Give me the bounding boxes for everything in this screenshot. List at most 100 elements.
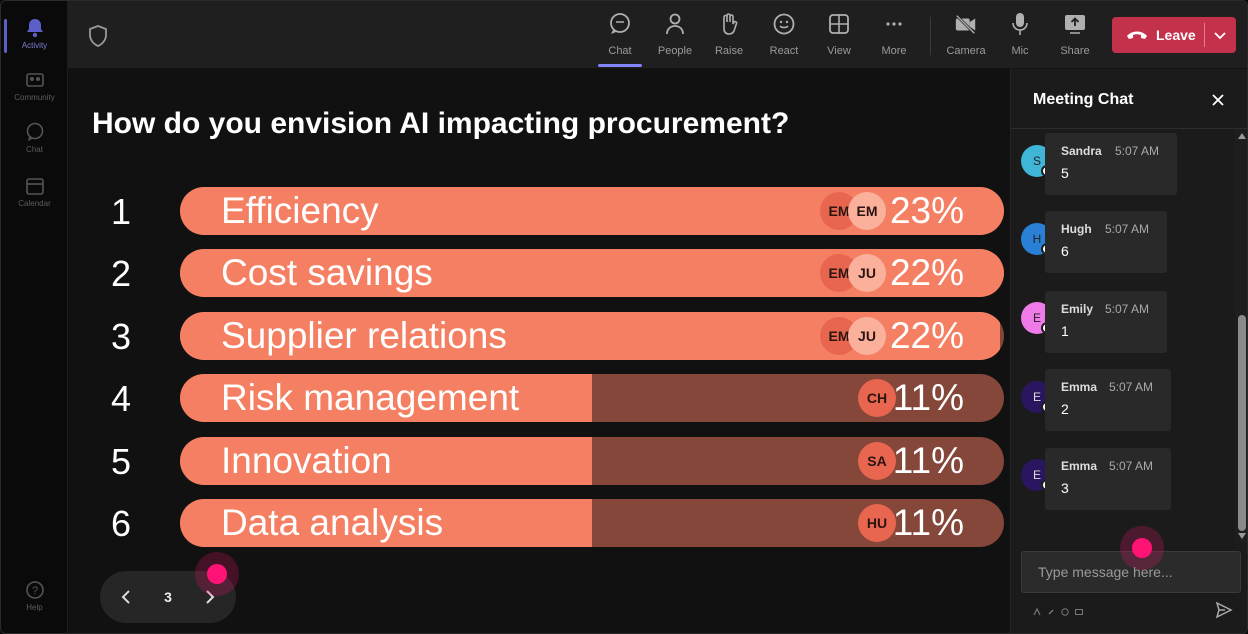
option-label: Innovation	[221, 440, 392, 481]
shield-icon[interactable]	[88, 25, 108, 47]
more-button[interactable]: More	[868, 11, 920, 61]
message-time: 5:07 AM	[1109, 380, 1154, 394]
message-time: 5:07 AM	[1109, 459, 1154, 473]
avatar-initial: E	[1032, 468, 1041, 482]
more-dots-icon	[882, 11, 906, 37]
result-bar: Data analysis HU 11%	[180, 499, 1004, 547]
share-button[interactable]: Share	[1049, 11, 1101, 61]
voter-avatar: JU	[848, 317, 886, 355]
option-number: 2	[110, 253, 132, 294]
pointer-highlight	[1132, 538, 1152, 558]
leave-label: Leave	[1156, 27, 1196, 43]
message-text: 3	[1061, 480, 1069, 496]
community-icon	[25, 70, 45, 90]
chat-button[interactable]: Chat	[594, 11, 646, 67]
voter-avatar: EM	[848, 192, 886, 230]
rail-item-activity[interactable]: Activity	[1, 9, 68, 59]
rail-item-label: Activity	[21, 41, 48, 50]
chat-message: Emma 5:07 AM 3	[1045, 448, 1171, 510]
people-icon	[663, 11, 687, 37]
poll-row: 5 Innovation SA 11%	[68, 437, 1010, 485]
hand-icon	[717, 11, 741, 37]
option-number: 3	[110, 316, 132, 357]
camera-off-icon	[954, 11, 978, 37]
option-label: Efficiency	[221, 190, 379, 231]
option-percentage: 22%	[889, 252, 964, 293]
gif-icon[interactable]	[1075, 603, 1083, 615]
rail-item-community[interactable]: Community	[1, 61, 68, 111]
share-screen-icon	[1063, 11, 1087, 37]
chat-scrollbar[interactable]	[1235, 129, 1247, 543]
format-icon[interactable]	[1033, 603, 1041, 616]
rail-item-label: Community	[14, 93, 55, 102]
poll-row: 2 Cost savings EM JU 22%	[68, 249, 1010, 297]
poll-row: 4 Risk management CH 11%	[68, 374, 1010, 422]
message-text: 5	[1061, 165, 1069, 181]
option-percentage: 11%	[892, 440, 964, 481]
help-icon: ?	[25, 580, 45, 600]
avatar-initial: S	[1032, 154, 1041, 168]
pointer-highlight	[207, 564, 227, 584]
chevron-right-icon[interactable]	[200, 587, 220, 607]
result-bar: Cost savings EM JU 22%	[180, 249, 1004, 297]
close-icon[interactable]	[1209, 91, 1227, 109]
emoji-icon[interactable]	[1061, 603, 1069, 616]
react-label: React	[769, 45, 799, 57]
hang-up-icon	[1126, 28, 1148, 42]
rail-item-help[interactable]: ? Help	[1, 571, 68, 621]
message-text: 6	[1061, 243, 1069, 259]
result-bar: Supplier relations EM JU 22%	[180, 312, 1004, 360]
message-compose-box[interactable]	[1021, 551, 1241, 593]
message-text: 2	[1061, 401, 1069, 417]
sender-name: Hugh	[1061, 222, 1092, 236]
react-button[interactable]: React	[758, 11, 810, 61]
option-number: 4	[110, 378, 132, 419]
meeting-toolbar: Chat People Raise React View	[68, 1, 1247, 69]
poll-row: 6 Data analysis HU 11%	[68, 499, 1010, 547]
rail-item-label: Chat	[26, 145, 43, 154]
attach-icon[interactable]	[1047, 603, 1055, 615]
avatar-initial: E	[1032, 390, 1041, 404]
voter-avatar: SA	[858, 442, 896, 480]
send-icon[interactable]	[1215, 601, 1233, 619]
result-bar: Innovation SA 11%	[180, 437, 1004, 485]
avatar-initial: E	[1032, 311, 1041, 325]
chat-icon	[608, 11, 632, 37]
chat-message: Emma 5:07 AM 2	[1045, 369, 1171, 431]
chat-label: Chat	[608, 45, 632, 57]
message-time: 5:07 AM	[1105, 302, 1150, 316]
poll-row: 1 Efficiency EM EM 23%	[68, 187, 1010, 235]
grid-view-icon	[827, 11, 851, 37]
raise-hand-button[interactable]: Raise	[703, 11, 755, 61]
avatar-initial: H	[1032, 232, 1042, 246]
sender-name: Emma	[1061, 380, 1098, 394]
page-number: 3	[164, 589, 172, 605]
scroll-down-arrow[interactable]	[1238, 533, 1246, 539]
option-label: Cost savings	[221, 252, 433, 293]
rail-item-calendar[interactable]: Calendar	[1, 167, 68, 217]
view-button[interactable]: View	[813, 11, 865, 61]
leave-button[interactable]: Leave	[1112, 17, 1236, 53]
scroll-up-arrow[interactable]	[1238, 133, 1246, 139]
camera-button[interactable]: Camera	[940, 11, 992, 61]
message-time: 5:07 AM	[1105, 222, 1150, 236]
raise-label: Raise	[714, 45, 744, 57]
scrollbar-thumb[interactable]	[1238, 315, 1246, 531]
people-label: People	[657, 45, 693, 57]
camera-label: Camera	[946, 45, 986, 57]
option-percentage: 11%	[892, 502, 964, 543]
people-button[interactable]: People	[649, 11, 701, 61]
chevron-left-icon[interactable]	[116, 587, 136, 607]
option-percentage: 11%	[892, 377, 964, 418]
sender-name: Emily	[1061, 302, 1094, 316]
chevron-down-icon[interactable]	[1212, 27, 1228, 43]
option-percentage: 23%	[889, 190, 964, 231]
mic-button[interactable]: Mic	[994, 11, 1046, 61]
rail-item-chat[interactable]: Chat	[1, 113, 68, 163]
chat-icon	[25, 122, 45, 142]
result-bar: Efficiency EM EM 23%	[180, 187, 1004, 235]
more-label: More	[881, 45, 907, 57]
sender-name: Sandra	[1061, 144, 1102, 158]
message-input[interactable]	[1022, 552, 1240, 592]
option-number: 1	[110, 191, 132, 232]
